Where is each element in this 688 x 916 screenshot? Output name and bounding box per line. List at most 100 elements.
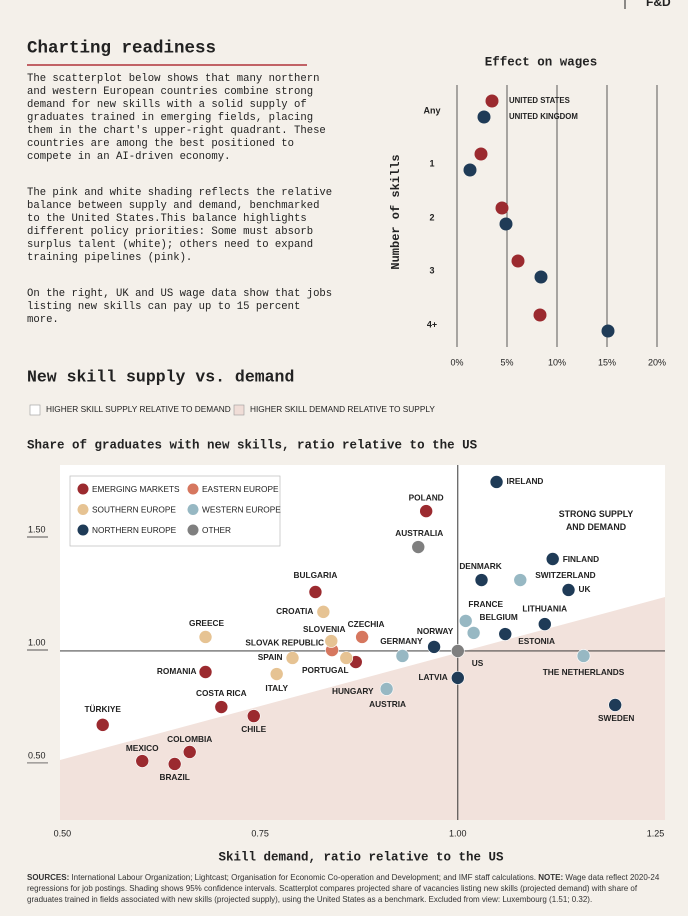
legend-swatch [77, 504, 89, 515]
country-dot [135, 754, 150, 768]
wage-dot [477, 110, 491, 124]
wage-dot [533, 308, 547, 322]
legend-label: OTHER [202, 525, 231, 535]
legend-label: EMERGING MARKETS [92, 484, 180, 494]
x-tick-label: 15% [598, 357, 616, 367]
shading-legend: HIGHER SKILL DEMAND RELATIVE TO SUPPLY [250, 404, 435, 414]
x-tick-label: 1.25 [647, 828, 665, 838]
country-dot [561, 583, 576, 597]
legend-swatch [187, 504, 199, 515]
category-label: 2 [429, 212, 434, 222]
country-dot [355, 630, 369, 644]
country-dot [339, 651, 354, 665]
country-label: GREECE [189, 618, 225, 628]
paragraph: The pink and white shading reflects the … [27, 187, 333, 264]
country-dot [576, 649, 591, 663]
x-tick-label: 10% [548, 357, 566, 367]
wage-dot [601, 324, 615, 338]
annotation: STRONG SUPPLY AND DEMAND [559, 509, 634, 532]
country-dot [308, 585, 323, 599]
x-tick-label: 0.50 [54, 828, 72, 838]
legend-label: UNITED KINGDOM [509, 112, 578, 121]
x-tick-label: 20% [648, 357, 666, 367]
country-label: MEXICO [126, 743, 159, 753]
country-dot [489, 475, 504, 489]
wage-title: Effect on wages [485, 55, 598, 69]
y-tick-label: 1.50 [28, 524, 46, 534]
scatter-subtitle: Share of graduates with new skills, rati… [27, 438, 478, 452]
country-label: SLOVAK REPUBLIC [245, 637, 324, 647]
country-dot [182, 745, 197, 759]
country-dot [395, 649, 410, 663]
country-label: UK [579, 584, 591, 594]
country-dot [285, 651, 300, 665]
country-label: NORWAY [417, 626, 454, 636]
country-label: SLOVENIA [303, 624, 345, 634]
sources-text: International Labour Organization; Light… [69, 873, 539, 882]
country-dot [545, 552, 560, 566]
country-dot [450, 671, 465, 685]
country-label: PORTUGAL [302, 665, 349, 675]
country-label: FRANCE [468, 599, 503, 609]
country-label: CZECHIA [348, 619, 385, 629]
country-label: COLOMBIA [167, 734, 212, 744]
note-text: Wage data reflect 2020-24 regressions fo… [27, 873, 660, 904]
logo: F&D [646, 0, 671, 9]
country-label: LATVIA [418, 672, 447, 682]
x-tick-label: 5% [500, 357, 513, 367]
wage-dot [485, 94, 499, 108]
page-title: Charting readiness [27, 39, 216, 59]
country-dot [411, 540, 426, 554]
category-label: 4+ [427, 319, 437, 329]
country-dot [316, 605, 331, 619]
country-label: COSTA RICA [196, 688, 247, 698]
shading-key-white [29, 404, 41, 416]
x-tick-label: 0% [450, 357, 463, 367]
legend-label: UNITED STATES [509, 96, 570, 105]
country-label: HUNGARY [332, 686, 374, 696]
x-tick-label: 1.00 [449, 828, 467, 838]
legend-label: SOUTHERN EUROPE [92, 505, 176, 515]
country-dot [269, 667, 284, 681]
y-tick-label: 1.00 [28, 637, 46, 647]
country-label: CROATIA [276, 606, 313, 616]
paragraph: The scatterplot below shows that many no… [27, 73, 326, 163]
category-label: Any [423, 105, 440, 115]
shading-legend: HIGHER SKILL SUPPLY RELATIVE TO DEMAND [46, 404, 231, 414]
country-dot [513, 573, 528, 587]
shading-key-pink [233, 404, 245, 416]
wage-dot [474, 147, 488, 161]
country-label: THE NETHERLANDS [543, 667, 625, 677]
demand-shading [60, 597, 665, 820]
wage-dot [495, 201, 509, 215]
y-tick-label: 0.50 [28, 750, 46, 760]
legend-swatch [187, 483, 199, 495]
country-label: ROMANIA [157, 666, 197, 676]
wage-dot [511, 254, 525, 268]
country-label: BELGIUM [479, 612, 517, 622]
country-label: ESTONIA [518, 636, 555, 646]
country-label: TÜRKIYE [84, 704, 121, 714]
country-label: US [472, 658, 484, 668]
country-label: SWITZERLAND [535, 570, 595, 580]
country-label: FINLAND [563, 554, 599, 564]
x-axis-title: Skill demand, ratio relative to the US [218, 850, 504, 864]
country-dot [379, 682, 394, 696]
country-dot [498, 627, 513, 641]
x-tick-label: 0.75 [251, 828, 269, 838]
legend-swatch [77, 524, 89, 536]
country-dot [198, 665, 213, 679]
country-label: DENMARK [459, 561, 501, 571]
legend-label: NORTHERN EUROPE [92, 525, 177, 535]
annotation-line: AND DEMAND [566, 522, 626, 532]
country-dot [458, 614, 473, 628]
legend-swatch [77, 483, 89, 495]
country-dot [427, 640, 441, 654]
country-dot [466, 626, 481, 640]
country-dot [450, 644, 465, 658]
legend-box [69, 475, 281, 547]
country-dot [246, 709, 261, 723]
country-dot [324, 634, 339, 648]
